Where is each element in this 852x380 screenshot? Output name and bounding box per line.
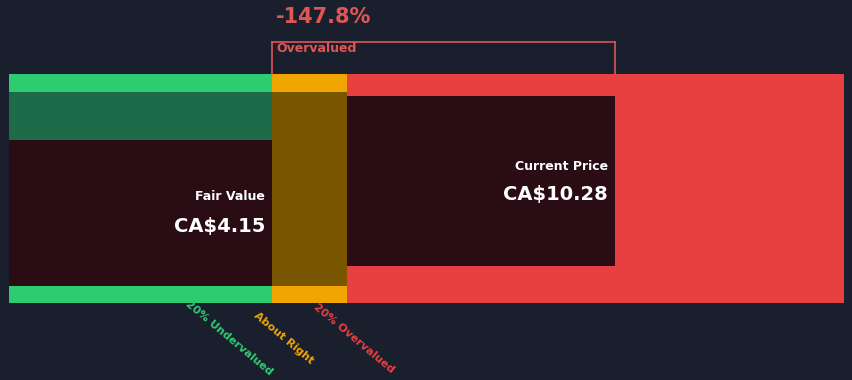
Text: About Right: About Right [251,311,314,366]
Bar [9,74,272,92]
Bar [9,140,272,286]
Bar [272,74,347,92]
Bar [347,95,613,266]
Bar [347,286,843,303]
Bar [9,286,272,303]
Text: CA$4.15: CA$4.15 [174,217,265,236]
Text: CA$10.28: CA$10.28 [503,185,607,204]
Bar [347,92,843,286]
Text: Fair Value: Fair Value [195,190,265,204]
Bar [347,74,843,92]
Text: 20% Overvalued: 20% Overvalued [311,302,395,375]
Text: Current Price: Current Price [514,160,607,173]
Bar [272,92,347,286]
Text: 20% Undervalued: 20% Undervalued [183,299,273,378]
Bar [9,92,272,286]
Text: Overvalued: Overvalued [276,42,356,55]
Bar [272,286,347,303]
Text: -147.8%: -147.8% [276,7,371,27]
